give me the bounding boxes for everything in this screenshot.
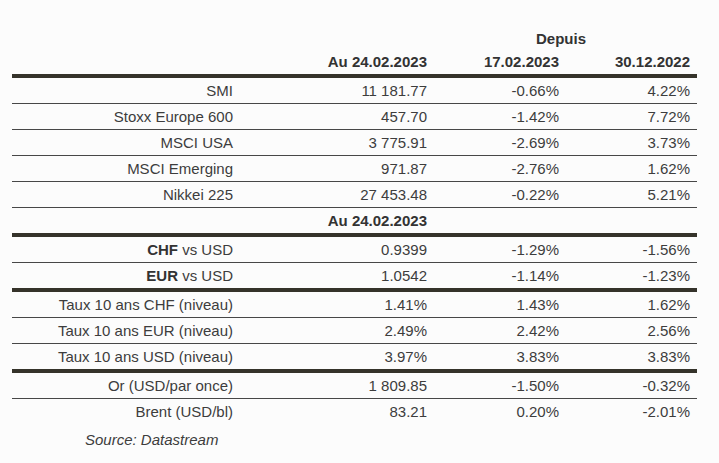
change-since-1: -1.50%: [435, 371, 562, 399]
change-since-2: 3.83%: [562, 344, 697, 372]
change-since-2: 3.73%: [562, 130, 697, 156]
source-note: Source: Datastream: [85, 431, 719, 448]
change-since-2: -1.56%: [562, 235, 697, 263]
column-header-since-1: 17.02.2023: [435, 49, 562, 76]
change-since-1: -1.29%: [435, 235, 562, 263]
row-value: 457.70: [240, 104, 435, 130]
change-since-2: 1.62%: [562, 290, 697, 318]
table-row-chf-usd: CHF vs USD 0.9399 -1.29% -1.56%: [12, 235, 697, 263]
change-since-1: -2.69%: [435, 130, 562, 156]
table-row-nikkei: Nikkei 225 27 453.48 -0.22% 5.21%: [12, 182, 697, 208]
row-label: Stoxx Europe 600: [12, 104, 240, 130]
table-row-brent: Brent (USD/bl) 83.21 0.20% -2.01%: [12, 399, 697, 425]
table-row-taux-chf: Taux 10 ans CHF (niveau) 1.41% 1.43% 1.6…: [12, 290, 697, 318]
table-row-msci-emerging: MSCI Emerging 971.87 -2.76% 1.62%: [12, 156, 697, 182]
change-since-1: 2.42%: [435, 318, 562, 344]
change-since-1: -1.42%: [435, 104, 562, 130]
spacer-cell: [435, 208, 562, 236]
row-label: Taux 10 ans CHF (niveau): [12, 290, 240, 318]
table-row-smi: SMI 11 181.77 -0.66% 4.22%: [12, 76, 697, 104]
change-since-1: 3.83%: [435, 344, 562, 372]
row-label: MSCI Emerging: [12, 156, 240, 182]
depuis-label: Depuis: [435, 27, 697, 49]
row-label: Brent (USD/bl): [12, 399, 240, 425]
change-since-2: -2.01%: [562, 399, 697, 425]
column-header-since-2: 30.12.2022: [562, 49, 697, 76]
row-value: 971.87: [240, 156, 435, 182]
row-label: SMI: [12, 76, 240, 104]
change-since-2: 7.72%: [562, 104, 697, 130]
change-since-1: 0.20%: [435, 399, 562, 425]
depuis-header-row: Depuis: [12, 27, 697, 49]
row-value: 11 181.77: [240, 76, 435, 104]
row-value: 83.21: [240, 399, 435, 425]
spacer-cell: [12, 27, 240, 49]
table-row-taux-eur: Taux 10 ans EUR (niveau) 2.49% 2.42% 2.5…: [12, 318, 697, 344]
change-since-2: -0.32%: [562, 371, 697, 399]
table-row-gold: Or (USD/par once) 1 809.85 -1.50% -0.32%: [12, 371, 697, 399]
change-since-2: -1.23%: [562, 263, 697, 291]
table-row-stoxx: Stoxx Europe 600 457.70 -1.42% 7.72%: [12, 104, 697, 130]
currency-code: CHF: [147, 241, 178, 258]
row-value: 0.9399: [240, 235, 435, 263]
row-label-rest: vs USD: [178, 241, 233, 258]
row-label: EUR vs USD: [12, 263, 240, 291]
row-value: 1.41%: [240, 290, 435, 318]
row-value: 1.0542: [240, 263, 435, 291]
row-value: 3.97%: [240, 344, 435, 372]
market-summary-page: Depuis Au 24.02.2023 17.02.2023 30.12.20…: [0, 27, 719, 463]
change-since-2: 1.62%: [562, 156, 697, 182]
row-value: 3 775.91: [240, 130, 435, 156]
change-since-2: 5.21%: [562, 182, 697, 208]
row-label: Taux 10 ans USD (niveau): [12, 344, 240, 372]
currency-code: EUR: [146, 267, 178, 284]
table-row-msci-usa: MSCI USA 3 775.91 -2.69% 3.73%: [12, 130, 697, 156]
change-since-1: -2.76%: [435, 156, 562, 182]
row-label: Or (USD/par once): [12, 371, 240, 399]
column-header-row: Au 24.02.2023 17.02.2023 30.12.2022: [12, 49, 697, 76]
table-row-eur-usd: EUR vs USD 1.0542 -1.14% -1.23%: [12, 263, 697, 291]
row-label: Taux 10 ans EUR (niveau): [12, 318, 240, 344]
row-label: Nikkei 225: [12, 182, 240, 208]
spacer-cell: [562, 208, 697, 236]
row-label: MSCI USA: [12, 130, 240, 156]
change-since-1: 1.43%: [435, 290, 562, 318]
spacer-cell: [12, 49, 240, 76]
column-header-au-date: Au 24.02.2023: [240, 49, 435, 76]
row-value: 1 809.85: [240, 371, 435, 399]
row-value: 27 453.48: [240, 182, 435, 208]
change-since-2: 4.22%: [562, 76, 697, 104]
sub-header-au-date: Au 24.02.2023: [240, 208, 435, 236]
sub-header-row: Au 24.02.2023: [12, 208, 697, 236]
row-value: 2.49%: [240, 318, 435, 344]
table-row-taux-usd: Taux 10 ans USD (niveau) 3.97% 3.83% 3.8…: [12, 344, 697, 372]
change-since-1: -0.66%: [435, 76, 562, 104]
change-since-1: -0.22%: [435, 182, 562, 208]
market-table: Depuis Au 24.02.2023 17.02.2023 30.12.20…: [12, 27, 697, 424]
spacer-cell: [240, 27, 435, 49]
change-since-1: -1.14%: [435, 263, 562, 291]
row-label: CHF vs USD: [12, 235, 240, 263]
spacer-cell: [12, 208, 240, 236]
row-label-rest: vs USD: [178, 267, 233, 284]
change-since-2: 2.56%: [562, 318, 697, 344]
